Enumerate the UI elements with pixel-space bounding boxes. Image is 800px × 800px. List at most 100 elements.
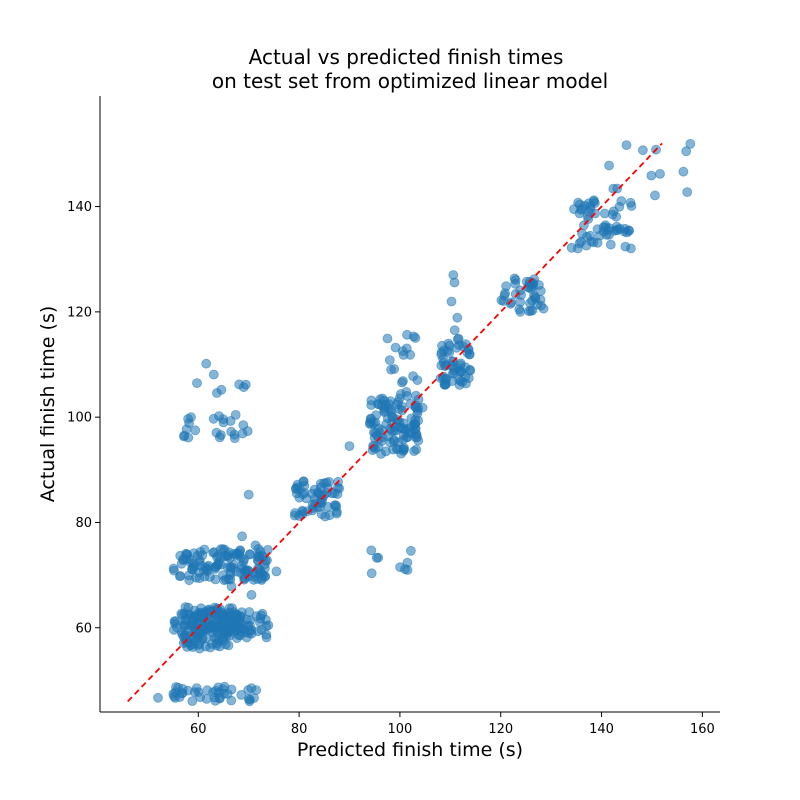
data-point [400,564,410,575]
chart-title-line-1: Actual vs predicted finish times [249,45,564,69]
data-point [242,426,253,437]
data-point [455,376,466,386]
data-point [219,620,230,631]
data-point [190,425,201,436]
y-tick-label: 140 [67,200,92,215]
data-point [604,160,614,171]
data-point [236,690,247,700]
y-tick-label: 60 [75,621,92,636]
data-point [685,138,696,149]
data-point [252,626,263,637]
data-point [344,441,355,452]
data-point [438,353,448,364]
data-point [417,402,428,413]
data-point [625,197,636,208]
data-point [395,389,406,399]
data-point [218,684,229,695]
data-point [592,224,603,235]
data-point [208,687,219,697]
data-point [243,621,254,631]
data-point [218,570,228,581]
data-point [412,408,423,419]
data-point [252,574,263,584]
data-point [213,551,224,561]
data-point [170,616,181,626]
data-point [514,304,525,315]
x-ticks: 60 80 100 120 140 160 [190,712,715,737]
data-point [608,183,619,194]
data-point [246,590,257,600]
data-point [261,629,272,640]
data-point [175,571,186,581]
data-point [366,568,377,579]
data-point [601,229,612,240]
data-point [446,296,457,307]
data-point [191,572,201,583]
x-tick-label: 100 [388,722,413,737]
data-point [380,446,391,457]
data-point [298,476,309,487]
data-point [185,621,196,631]
data-point [437,372,448,383]
data-point [187,696,198,706]
data-point [453,333,464,344]
data-point [611,211,622,222]
data-point [218,417,229,428]
data-point [226,581,237,592]
data-point [255,613,266,624]
data-point [386,364,397,375]
data-point [329,500,340,511]
data-point [655,168,665,179]
data-point [183,432,194,443]
x-tick-label: 60 [190,722,207,737]
data-point [238,556,249,567]
data-point [294,511,305,521]
data-points [153,138,696,707]
data-point [621,140,632,151]
data-point [208,369,219,380]
data-point [170,687,181,698]
data-point [234,548,245,559]
data-point [227,603,237,613]
data-point [397,377,407,388]
x-tick-label: 140 [589,722,614,737]
data-point [585,230,596,241]
data-point [402,432,413,443]
data-point [599,208,610,219]
data-point [243,489,254,500]
data-point [500,288,511,299]
data-point [410,418,421,429]
x-tick-label: 120 [488,722,513,737]
y-ticks: 60 80 100 120 140 [67,200,100,636]
data-point [385,404,396,415]
data-point [401,343,412,354]
data-point [238,382,249,393]
data-point [365,413,376,424]
data-point [218,544,228,554]
x-tick-label: 80 [291,722,308,737]
data-point [271,566,282,577]
data-point [205,642,216,653]
data-point [222,552,233,562]
data-point [535,294,546,305]
data-point [612,224,623,235]
data-point [216,384,227,395]
data-point [605,239,616,250]
data-point [230,409,241,420]
data-point [241,632,252,643]
data-point [371,552,382,563]
data-point [682,187,693,198]
data-point [188,558,199,569]
data-point [399,442,410,453]
data-point [384,355,395,366]
data-point [208,413,219,424]
data-point [463,373,474,384]
data-point [332,489,343,500]
data-point [412,375,423,386]
data-point [646,170,657,181]
data-point [202,562,213,572]
data-point [638,145,648,156]
data-point [243,685,254,695]
data-point [291,488,302,499]
data-point [413,435,424,446]
